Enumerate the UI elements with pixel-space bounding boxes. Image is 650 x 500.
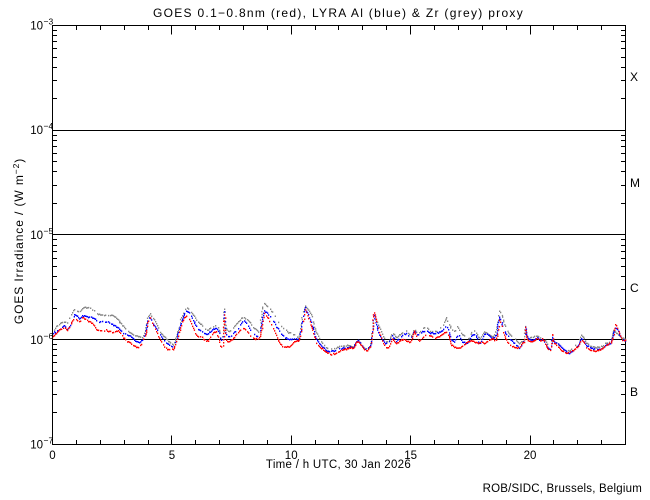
svg-text:ROB/SIDC, Brussels, Belgium: ROB/SIDC, Brussels, Belgium bbox=[483, 483, 642, 495]
svg-text:B: B bbox=[630, 385, 638, 399]
svg-text:X: X bbox=[630, 70, 638, 84]
svg-text:10: 10 bbox=[30, 125, 43, 137]
svg-text:Time / h UTC, 30 Jan 2026: Time / h UTC, 30 Jan 2026 bbox=[266, 459, 411, 471]
svg-text:0: 0 bbox=[49, 450, 55, 462]
svg-text:10: 10 bbox=[30, 21, 43, 33]
svg-text:−7: −7 bbox=[44, 436, 54, 446]
svg-text:15: 15 bbox=[404, 450, 417, 462]
svg-text:M: M bbox=[630, 176, 640, 190]
svg-text:GOES Irradiance / (W m−2): GOES Irradiance / (W m−2) bbox=[11, 158, 26, 324]
svg-text:10: 10 bbox=[285, 450, 298, 462]
svg-text:−4: −4 bbox=[44, 121, 54, 131]
svg-text:−6: −6 bbox=[44, 331, 54, 341]
svg-text:10: 10 bbox=[30, 440, 43, 452]
svg-text:5: 5 bbox=[169, 450, 175, 462]
svg-text:C: C bbox=[630, 281, 639, 295]
svg-text:10: 10 bbox=[30, 335, 43, 347]
svg-text:−5: −5 bbox=[44, 226, 54, 236]
svg-text:GOES 0.1−0.8nm (red), LYRA Al: GOES 0.1−0.8nm (red), LYRA Al (blue) & Z… bbox=[153, 6, 524, 20]
svg-text:10: 10 bbox=[30, 230, 43, 242]
svg-text:20: 20 bbox=[524, 450, 537, 462]
svg-text:−3: −3 bbox=[44, 17, 54, 27]
